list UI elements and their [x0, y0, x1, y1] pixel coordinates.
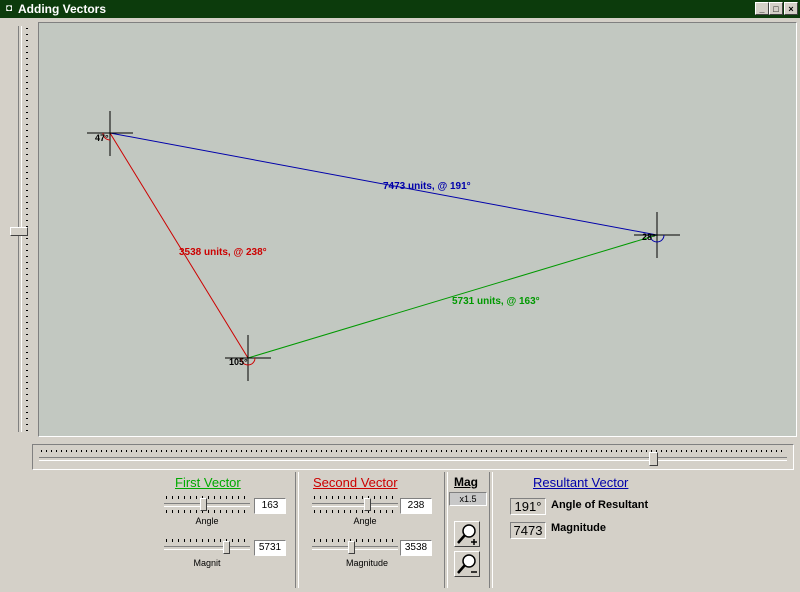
slider-ticks: [314, 496, 396, 499]
slider-track: [164, 546, 250, 550]
slider-ticks: [166, 539, 248, 542]
zoom-in-icon: [457, 524, 477, 545]
second-angle-caption: Angle: [353, 516, 377, 526]
horizontal-pan-slider[interactable]: [32, 444, 794, 470]
vertex-marker-bottom: [225, 335, 271, 381]
second-angle-slider-thumb[interactable]: [364, 498, 371, 511]
zoom-out-button[interactable]: [454, 551, 480, 577]
vector-canvas[interactable]: 47° 28° 105° 7473 units, @ 191° 3538 uni…: [38, 22, 797, 437]
first-angle-input[interactable]: 163: [254, 498, 286, 514]
first-vector-label: 5731 units, @ 163°: [452, 296, 540, 307]
vertex-marker-top-left: [87, 111, 133, 156]
resultant-vector-label: 7473 units, @ 191°: [383, 181, 471, 192]
vertical-slider-thumb[interactable]: [10, 227, 28, 236]
maximize-button[interactable]: □: [769, 2, 783, 15]
zoom-in-button[interactable]: [454, 521, 480, 547]
second-magnitude-input[interactable]: 3538: [400, 540, 432, 556]
first-angle-slider-thumb[interactable]: [200, 498, 207, 511]
app-icon[interactable]: ◘: [5, 3, 13, 14]
resultant-angle-label: Angle of Resultant: [551, 499, 649, 511]
first-magnitude-slider[interactable]: [164, 539, 250, 559]
second-vector-label: 3538 units, @ 238°: [179, 247, 267, 258]
slider-track: [312, 503, 398, 507]
window-title: Adding Vectors: [18, 2, 107, 16]
vector-diagram: 47° 28° 105° 7473 units, @ 191° 3538 uni…: [87, 111, 680, 381]
slider-ticks: [166, 510, 248, 513]
mag-value: x1.5: [449, 492, 487, 506]
second-magnitude-slider[interactable]: [312, 539, 398, 559]
first-magnitude-caption: Magnit: [193, 558, 221, 568]
slider-ticks: [314, 510, 396, 513]
first-magnitude-slider-thumb[interactable]: [223, 541, 230, 554]
first-angle-caption: Angle: [195, 516, 219, 526]
horizontal-slider-ticks: [41, 450, 785, 452]
second-angle-slider[interactable]: [312, 496, 398, 516]
second-vector-line: [109, 132, 249, 359]
panel-divider: [295, 472, 299, 588]
second-vector-heading: Second Vector: [313, 475, 398, 490]
slider-track: [312, 546, 398, 550]
close-button[interactable]: ×: [784, 2, 798, 15]
slider-ticks: [314, 539, 396, 542]
resultant-magnitude-label: Magnitude: [551, 522, 606, 534]
resultant-vector-line: [109, 132, 658, 236]
panel-divider: [489, 472, 493, 588]
title-bar[interactable]: ◘ Adding Vectors _ □ ×: [0, 0, 800, 18]
horizontal-slider-thumb[interactable]: [649, 452, 658, 466]
first-magnitude-input[interactable]: 5731: [254, 540, 286, 556]
horizontal-slider-track: [39, 457, 787, 461]
minimize-button[interactable]: _: [755, 2, 769, 15]
vertex-angle-top-left: 47°: [95, 133, 109, 143]
resultant-angle-value: 191°: [510, 498, 546, 515]
first-vector-heading: First Vector: [175, 475, 241, 490]
slider-track: [164, 503, 250, 507]
slider-ticks: [166, 496, 248, 499]
resultant-vector-heading: Resultant Vector: [533, 475, 629, 490]
resultant-magnitude-value: 7473: [510, 522, 546, 539]
second-angle-input[interactable]: 238: [400, 498, 432, 514]
vertex-angle-right: 28°: [642, 232, 656, 242]
first-vector-line: [247, 234, 658, 359]
second-magnitude-caption: Magnitude: [345, 558, 389, 568]
first-angle-slider[interactable]: [164, 496, 250, 516]
zoom-out-icon: [457, 554, 477, 574]
second-magnitude-slider-thumb[interactable]: [348, 541, 355, 554]
vertex-angle-bottom: 105°: [229, 357, 248, 367]
panel-divider: [444, 472, 448, 588]
vertical-pan-slider[interactable]: [4, 22, 34, 437]
vertex-marker-right: [634, 212, 680, 258]
mag-heading: Mag: [454, 475, 478, 489]
